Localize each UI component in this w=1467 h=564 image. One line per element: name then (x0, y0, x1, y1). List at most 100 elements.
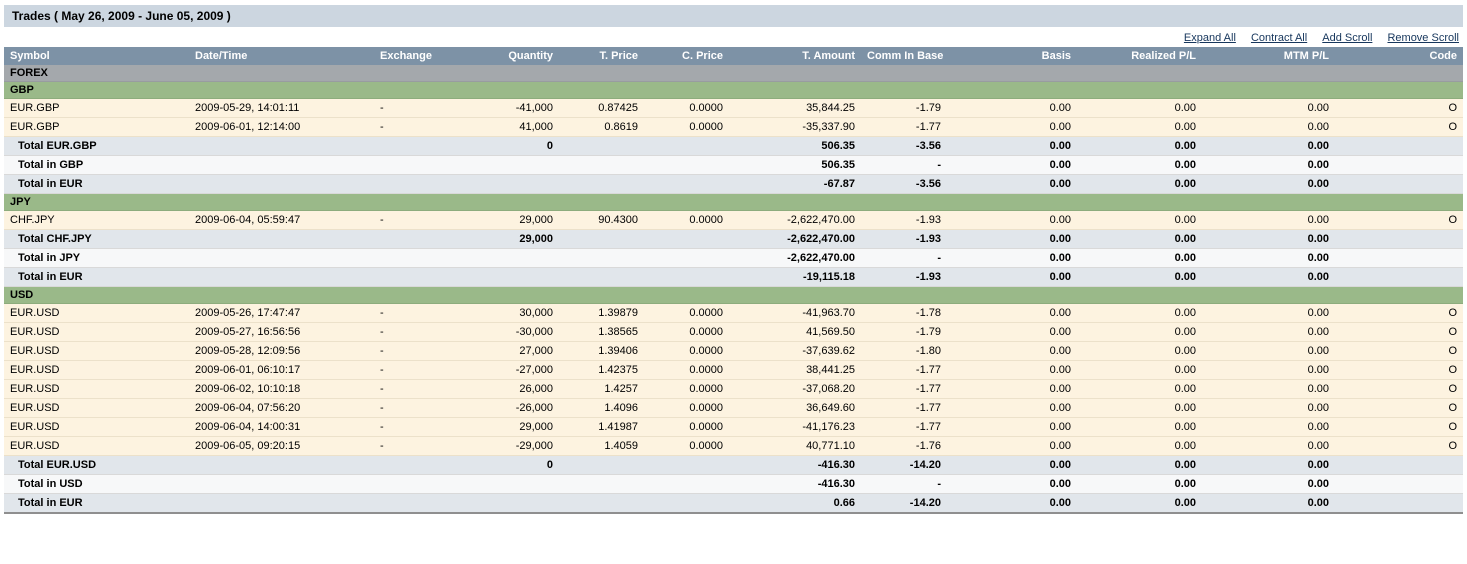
cell-comm-in-base: -1.77 (861, 360, 947, 380)
cell-symbol: EUR.USD (4, 398, 189, 418)
cell-quantity: 30,000 (449, 303, 559, 323)
cell-mtm-pl: 0.00 (1202, 303, 1335, 323)
cell-t-amount: -2,622,470.00 (729, 229, 861, 249)
cell-quantity: 29,000 (449, 417, 559, 437)
cell-realized-pl: 0.00 (1077, 360, 1202, 380)
cell-realized-pl: 0.00 (1077, 379, 1202, 399)
trade-row: EUR.USD 2009-06-04, 07:56:20- -26,000 1.409… (4, 398, 1463, 418)
cell-realized-pl: 0.00 (1077, 322, 1202, 342)
cell-t-amount: 40,771.10 (729, 436, 861, 456)
cell-symbol: EUR.USD (4, 436, 189, 456)
cell-realized-pl: 0.00 (1077, 229, 1202, 249)
cell-symbol: EUR.USD (4, 379, 189, 399)
cell-comm-in-base: -1.77 (861, 398, 947, 418)
trade-row: EUR.USD 2009-05-28, 12:09:56-27,000 1.3940… (4, 341, 1463, 361)
cell-exchange (374, 136, 449, 156)
cell-c-price (644, 248, 729, 268)
cell-comm-in-base: -1.93 (861, 210, 947, 230)
cell-symbol: Total in JPY (4, 248, 189, 268)
cell-t-amount: -19,115.18 (729, 267, 861, 287)
cell-c-price: 0.0000 (644, 322, 729, 342)
cell-t-price: 1.4059 (559, 436, 644, 456)
cell-quantity: 0 (449, 455, 559, 475)
cell-code: O (1335, 303, 1463, 323)
expand-all-link[interactable]: Expand All (1183, 32, 1236, 44)
cell-basis: 0.00 (947, 341, 1077, 361)
cell-symbol: Total in EUR (4, 267, 189, 287)
cell-t-price: 0.87425 (559, 98, 644, 118)
contract-all-link[interactable]: Contract All (1250, 32, 1308, 44)
total-row: Total CHF.JPY 29,000 -2,622,470.00 -1.93 0.0… (4, 229, 1463, 249)
cell-mtm-pl: 0.00 (1202, 341, 1335, 361)
cell-code (1335, 174, 1463, 194)
cell-exchange: - (374, 360, 449, 380)
cell-date-time (189, 174, 374, 194)
cell-realized-pl: 0.00 (1077, 136, 1202, 156)
cell-comm-in-base: - (861, 474, 947, 494)
cell-date-time: 2009-06-04, 05:59:47 (189, 210, 374, 230)
cell-date-time: 2009-06-04, 07:56:20 (189, 398, 374, 418)
add-scroll-link[interactable]: Add Scroll (1322, 32, 1373, 44)
currency-group-row: USD (4, 286, 1463, 304)
currency-group-label: USD (4, 286, 1463, 304)
cell-basis: 0.00 (947, 322, 1077, 342)
cell-realized-pl: 0.00 (1077, 98, 1202, 118)
cell-basis: 0.00 (947, 229, 1077, 249)
trade-row: EUR.USD 2009-06-01, 06:10:17- -27,000 1.423… (4, 360, 1463, 380)
cell-c-price (644, 455, 729, 475)
cell-t-amount: -41,176.23 (729, 417, 861, 437)
cell-code: O (1335, 322, 1463, 342)
cell-basis: 0.00 (947, 379, 1077, 399)
cell-mtm-pl: 0.00 (1202, 360, 1335, 380)
cell-mtm-pl: 0.00 (1202, 210, 1335, 230)
cell-quantity: -30,000 (449, 322, 559, 342)
cell-comm-in-base: -1.77 (861, 117, 947, 137)
section-label: FOREX (4, 65, 1463, 82)
cell-realized-pl: 0.00 (1077, 155, 1202, 175)
cell-comm-in-base: -1.77 (861, 417, 947, 437)
cell-symbol: Total EUR.GBP (4, 136, 189, 156)
cell-comm-in-base: - (861, 155, 947, 175)
report-titlebar: Trades ( May 26, 2009 - June 05, 2009 ) (4, 5, 1463, 27)
column-header-mtm-pl: MTM P/L (1202, 47, 1335, 65)
cell-code (1335, 267, 1463, 287)
cell-date-time (189, 455, 374, 475)
cell-comm-in-base: - (861, 248, 947, 268)
total-row: Total in EUR -67.87 -3.56 0.00 0.00 0.00 (4, 174, 1463, 194)
page-title: Trades ( May 26, 2009 - June 05, 2009 ) (12, 9, 231, 23)
cell-date-time: 2009-05-29, 14:01:11 (189, 98, 374, 118)
cell-symbol: Total CHF.JPY (4, 229, 189, 249)
cell-t-amount: -2,622,470.00 (729, 248, 861, 268)
cell-c-price (644, 136, 729, 156)
cell-code: O (1335, 341, 1463, 361)
cell-exchange (374, 155, 449, 175)
total-row: Total in EUR 0.66 -14.20 0.00 0.00 0.00 (4, 493, 1463, 514)
cell-date-time: 2009-05-27, 16:56:56 (189, 322, 374, 342)
cell-c-price (644, 474, 729, 494)
cell-symbol: CHF.JPY (4, 210, 189, 230)
cell-quantity (449, 248, 559, 268)
cell-date-time (189, 248, 374, 268)
cell-date-time (189, 155, 374, 175)
cell-symbol: Total in EUR (4, 493, 189, 514)
cell-code (1335, 455, 1463, 475)
cell-quantity: 27,000 (449, 341, 559, 361)
cell-symbol: EUR.GBP (4, 98, 189, 118)
cell-realized-pl: 0.00 (1077, 455, 1202, 475)
cell-quantity: -27,000 (449, 360, 559, 380)
cell-symbol: Total in USD (4, 474, 189, 494)
cell-basis: 0.00 (947, 398, 1077, 418)
remove-scroll-link[interactable]: Remove Scroll (1387, 32, 1459, 44)
cell-realized-pl: 0.00 (1077, 341, 1202, 361)
cell-date-time: 2009-06-01, 12:14:00 (189, 117, 374, 137)
cell-realized-pl: 0.00 (1077, 174, 1202, 194)
cell-t-price: 1.38565 (559, 322, 644, 342)
cell-comm-in-base: -14.20 (861, 493, 947, 514)
cell-c-price: 0.0000 (644, 436, 729, 456)
currency-group-label: JPY (4, 193, 1463, 211)
cell-t-amount: -67.87 (729, 174, 861, 194)
cell-quantity (449, 155, 559, 175)
trade-row: EUR.USD 2009-06-05, 09:20:15- -29,000 1.405… (4, 436, 1463, 456)
cell-code: O (1335, 210, 1463, 230)
cell-c-price (644, 229, 729, 249)
